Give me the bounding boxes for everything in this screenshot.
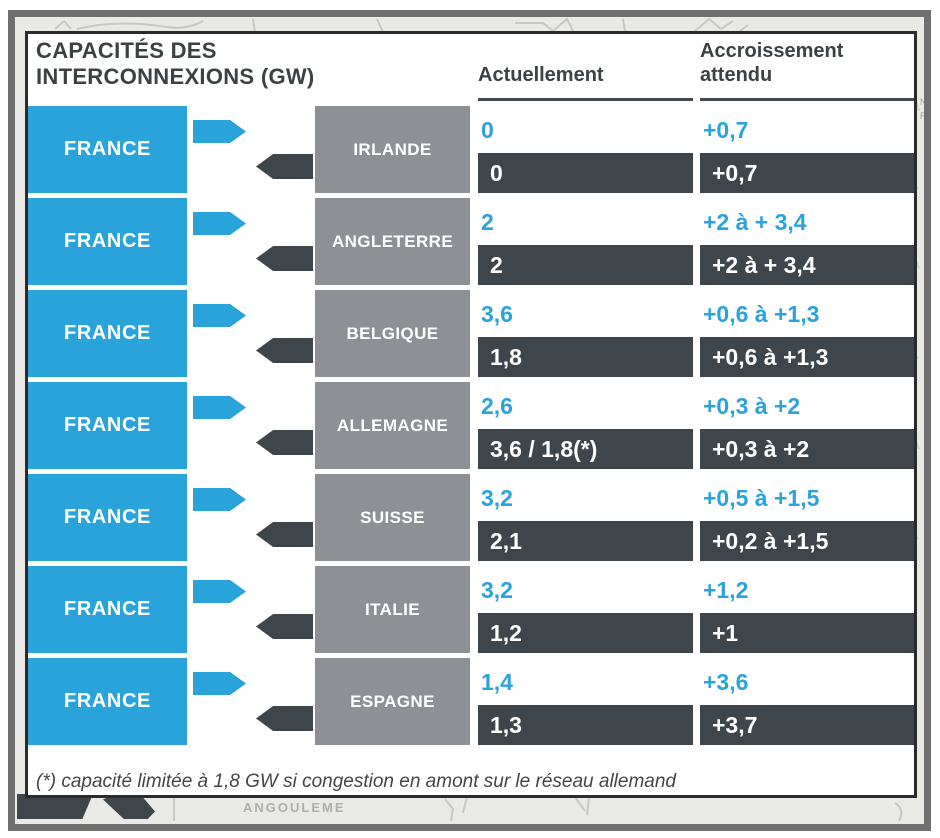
column-header-growth-line-1: Accroissement: [700, 40, 844, 62]
export-growth-value: +3,6: [703, 668, 749, 695]
france-label: FRANCE: [64, 322, 151, 344]
column-header-growth: Accroissement attendu: [700, 39, 843, 87]
france-box: FRANCE: [28, 566, 187, 653]
export-growth-value: +0,5 à +1,5: [703, 484, 820, 511]
export-growth-value: +1,2: [703, 576, 749, 603]
france-label: FRANCE: [64, 598, 151, 620]
export-growth-value: +0,7: [703, 116, 749, 143]
arrow-right-icon: [193, 488, 246, 511]
table-row: FRANCE ITALIE 3,2 +1,2 1,2 +1: [28, 566, 914, 653]
country-box: ALLEMAGNE: [315, 382, 470, 469]
export-now-value: 3,2: [481, 484, 513, 511]
arrow-right-icon: [193, 396, 246, 419]
arrow-left-icon: [256, 614, 313, 639]
country-label: BELGIQUE: [346, 323, 439, 343]
france-label: FRANCE: [64, 506, 151, 528]
arrow-left-icon: [256, 154, 313, 179]
column-header-now: Actuellement: [478, 64, 604, 86]
arrow-left-icon: [256, 338, 313, 363]
arrow-right-icon: [193, 672, 246, 695]
arrow-right-icon: [193, 120, 246, 143]
export-now-value: 3,2: [481, 576, 513, 603]
map-city-label: ANGOULEME: [243, 800, 346, 815]
table-row: FRANCE BELGIQUE 3,6 +0,6 à +1,3 1,8 +0,6…: [28, 290, 914, 377]
column-underline-now: [478, 98, 693, 101]
import-growth-cell: +2 à + 3,4: [700, 245, 914, 285]
import-growth-cell: +3,7: [700, 705, 914, 745]
arrow-left-icon: [256, 706, 313, 731]
france-box: FRANCE: [28, 106, 187, 193]
country-box: ANGLETERRE: [315, 198, 470, 285]
france-box: FRANCE: [28, 382, 187, 469]
import-now-cell: 1,2: [478, 613, 693, 653]
title-line-2: INTERCONNEXIONS (GW): [36, 64, 315, 89]
country-label: IRLANDE: [353, 139, 432, 159]
france-box: FRANCE: [28, 658, 187, 745]
map-edge-letter: N: [920, 97, 924, 107]
export-growth-value: +0,6 à +1,3: [703, 300, 820, 327]
title-line-1: CAPACITÉS DES: [36, 38, 217, 63]
arrow-right-icon: [193, 304, 246, 327]
country-label: ALLEMAGNE: [336, 415, 449, 435]
arrow-left-icon: [256, 246, 313, 271]
table-row: FRANCE ESPAGNE 1,4 +3,6 1,3 +3,7: [28, 658, 914, 745]
column-underline-growth: [700, 98, 914, 101]
france-label: FRANCE: [64, 414, 151, 436]
country-box: SUISSE: [315, 474, 470, 561]
france-label: FRANCE: [64, 690, 151, 712]
import-growth-cell: +0,2 à +1,5: [700, 521, 914, 561]
map-edge-letter: R: [920, 111, 924, 121]
export-growth-value: +0,3 à +2: [703, 392, 801, 419]
column-header-growth-line-2: attendu: [700, 64, 773, 86]
france-label: FRANCE: [64, 138, 151, 160]
panel-content: CAPACITÉS DES INTERCONNEXIONS (GW) Actue…: [28, 34, 914, 795]
import-now-cell: 2: [478, 245, 693, 285]
import-now-cell: 0: [478, 153, 693, 193]
import-now-cell: 1,8: [478, 337, 693, 377]
country-box: IRLANDE: [315, 106, 470, 193]
country-label: ITALIE: [365, 599, 420, 619]
country-box: ITALIE: [315, 566, 470, 653]
table-title: CAPACITÉS DES INTERCONNEXIONS (GW): [36, 38, 315, 90]
table-row: FRANCE SUISSE 3,2 +0,5 à +1,5 2,1 +0,2 à…: [28, 474, 914, 561]
export-growth-value: +2 à + 3,4: [703, 208, 807, 235]
import-now-cell: 2,1: [478, 521, 693, 561]
arrow-left-icon: [256, 430, 313, 455]
arrow-right-icon: [193, 580, 246, 603]
table-row: FRANCE IRLANDE 0 +0,7 0 +0,7: [28, 106, 914, 193]
table-row: FRANCE ANGLETERRE 2 +2 à + 3,4 2 +2 à + …: [28, 198, 914, 285]
map-dark-shape: [17, 794, 93, 819]
export-now-value: 3,6: [481, 300, 513, 327]
country-box: BELGIQUE: [315, 290, 470, 377]
france-label: FRANCE: [64, 230, 151, 252]
table-row: FRANCE ALLEMAGNE 2,6 +0,3 à +2 3,6 / 1,8…: [28, 382, 914, 469]
country-label: SUISSE: [360, 507, 425, 527]
arrow-left-icon: [256, 522, 313, 547]
arrow-right-icon: [193, 212, 246, 235]
france-box: FRANCE: [28, 198, 187, 285]
country-label: ESPAGNE: [350, 691, 435, 711]
import-growth-cell: +0,6 à +1,3: [700, 337, 914, 377]
import-growth-cell: +1: [700, 613, 914, 653]
country-box: ESPAGNE: [315, 658, 470, 745]
country-label: ANGLETERRE: [331, 231, 454, 251]
import-now-cell: 3,6 / 1,8(*): [478, 429, 693, 469]
interconnection-table-panel: CAPACITÉS DES INTERCONNEXIONS (GW) Actue…: [25, 31, 917, 798]
footnote: (*) capacité limitée à 1,8 GW si congest…: [36, 771, 676, 792]
export-now-value: 2,6: [481, 392, 513, 419]
import-now-cell: 1,3: [478, 705, 693, 745]
map-road-line: [173, 795, 175, 821]
import-growth-cell: +0,7: [700, 153, 914, 193]
france-box: FRANCE: [28, 290, 187, 377]
france-box: FRANCE: [28, 474, 187, 561]
export-now-value: 2: [481, 208, 494, 235]
export-now-value: 0: [481, 116, 494, 143]
import-growth-cell: +0,3 à +2: [700, 429, 914, 469]
export-now-value: 1,4: [481, 668, 513, 695]
